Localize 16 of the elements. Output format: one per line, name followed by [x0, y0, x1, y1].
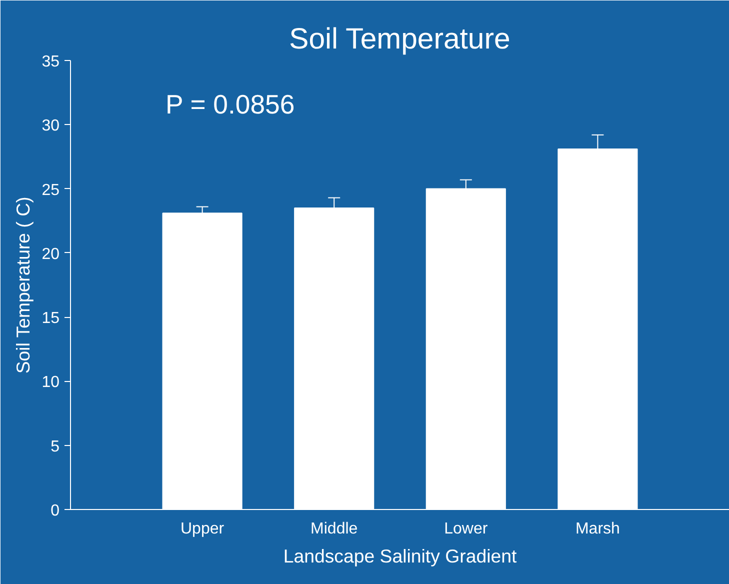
y-tick-label: 30 [42, 118, 60, 135]
y-tick-label: 10 [42, 374, 60, 392]
y-axis-title: Soil Temperature ( C) [12, 196, 34, 374]
x-tick-label: Lower [444, 520, 488, 538]
x-tick-label: Middle [310, 520, 358, 538]
x-axis-title: Landscape Salinity Gradient [283, 546, 518, 566]
y-tick-label: 35 [42, 54, 60, 70]
y-tick-label: 25 [42, 182, 60, 199]
x-tick-label: Marsh [575, 520, 620, 538]
y-tick-label: 5 [50, 438, 60, 456]
y-tick-label: 0 [50, 502, 60, 520]
y-tick-label: 20 [42, 246, 60, 263]
annotation: P = 0.0856 [166, 90, 295, 120]
chart-title: Soil Temperature [289, 22, 510, 56]
y-tick-label: 15 [42, 310, 60, 328]
x-tick-label: Upper [180, 520, 225, 538]
